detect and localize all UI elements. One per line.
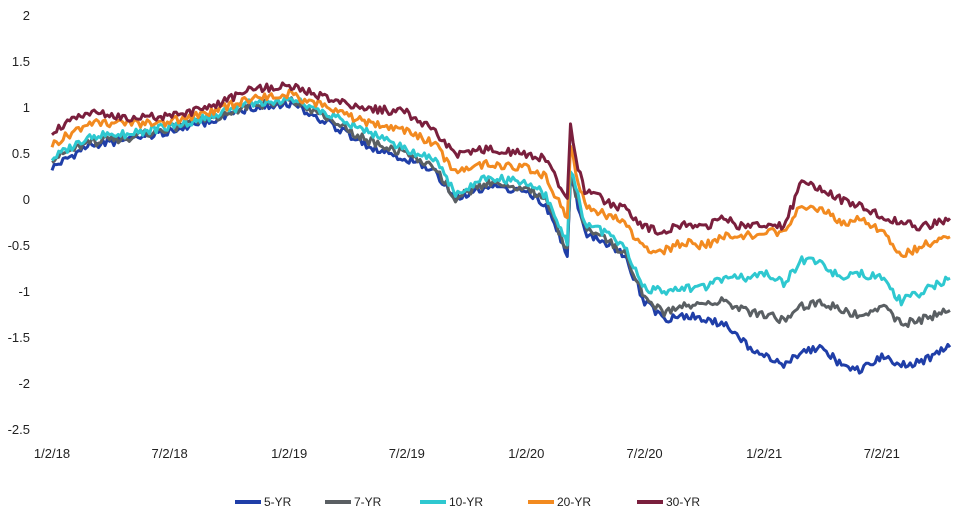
y-axis: 2 1.5 1 0.5 0 -0.5 -1 -1.5 -2 -2.5	[8, 8, 30, 437]
series-line-30-yr	[51, 81, 952, 236]
y-tick-label: 2	[23, 8, 30, 23]
series-lines	[50, 81, 952, 375]
legend-label: 30-YR	[666, 495, 700, 509]
series-line-5-yr	[50, 99, 952, 375]
y-tick-label: -0.5	[8, 238, 30, 253]
y-tick-label: 0.5	[12, 146, 30, 161]
legend-label: 20-YR	[557, 495, 591, 509]
x-tick-label: 7/2/19	[389, 446, 425, 461]
x-tick-label: 7/2/18	[152, 446, 188, 461]
x-tick-label: 1/2/21	[746, 446, 782, 461]
legend-label: 7-YR	[354, 495, 382, 509]
y-tick-label: 0	[23, 192, 30, 207]
y-tick-label: -2	[18, 376, 30, 391]
x-axis: 1/2/18 7/2/18 1/2/19 7/2/19 1/2/20 7/2/20 1/2/…	[34, 446, 900, 461]
legend-label: 10-YR	[449, 495, 483, 509]
y-tick-label: -1.5	[8, 330, 30, 345]
x-tick-label: 1/2/20	[508, 446, 544, 461]
legend: 5-YR 7-YR 10-YR 20-YR 30-YR	[235, 495, 700, 509]
y-tick-label: -1	[18, 284, 30, 299]
x-tick-label: 1/2/19	[271, 446, 307, 461]
y-tick-label: 1	[23, 100, 30, 115]
series-line-20-yr	[50, 88, 951, 258]
x-tick-label: 7/2/21	[864, 446, 900, 461]
series-line-7-yr	[51, 95, 951, 328]
series-line-10-yr	[50, 96, 951, 307]
x-tick-label: 7/2/20	[627, 446, 663, 461]
legend-label: 5-YR	[264, 495, 292, 509]
y-tick-label: 1.5	[12, 54, 30, 69]
y-tick-label: -2.5	[8, 422, 30, 437]
x-tick-label: 1/2/18	[34, 446, 70, 461]
